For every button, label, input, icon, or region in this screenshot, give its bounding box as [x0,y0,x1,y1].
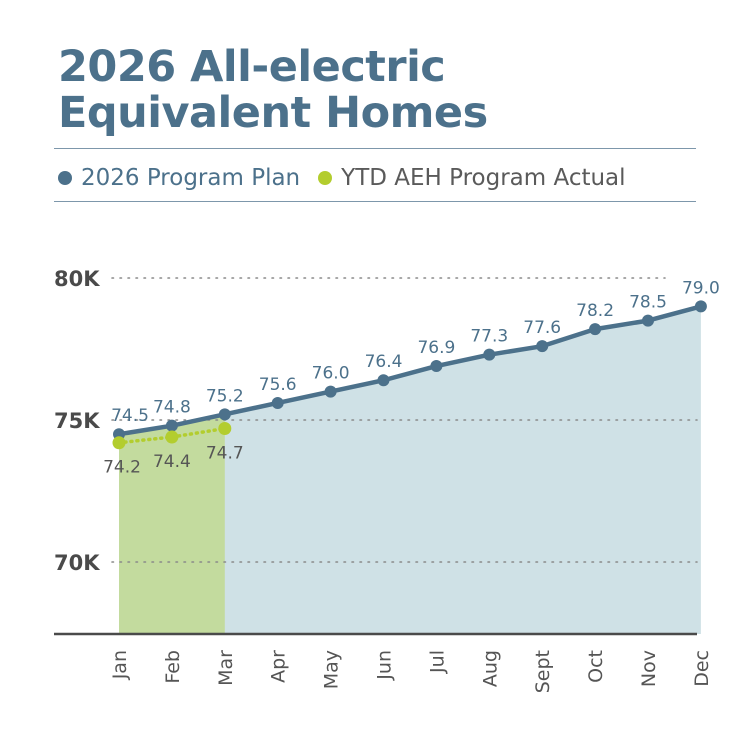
plan-point-dec [694,300,707,313]
legend-item-actual: YTD AEH Program Actual [318,165,626,191]
legend-top-rule [54,148,696,149]
plan-point-aug [483,348,496,361]
plan-point-mar [218,408,231,421]
plan-line [118,304,702,437]
plan-point-oct [589,323,602,336]
plan-label-mar: 75.2 [206,386,244,406]
plan-point-sept [536,340,549,353]
plan-point-jun [377,374,390,387]
plan-label-may: 76.0 [312,364,350,384]
actual-area [119,414,225,634]
plan-point-jul [430,360,443,373]
actual-label-feb: 74.4 [153,452,191,472]
actual-point-mar [218,422,232,436]
plan-label-oct: 78.2 [576,301,614,321]
legend-plan-label: 2026 Program Plan [81,165,301,191]
chart-title: 2026 All-electric Equivalent Homes [58,44,488,136]
x-tick-label-nov: Nov [638,650,660,687]
actual-point-jan [112,436,126,450]
x-tick-label-feb: Feb [162,650,184,684]
plan-point-may [324,385,337,398]
x-tick-label-oct: Oct [585,650,607,683]
actual-point-feb [165,430,179,444]
plan-label-nov: 78.5 [629,293,667,313]
plan-label-jul: 76.9 [417,338,455,358]
x-tick-label-may: May [321,650,343,689]
y-tick-label-70k: 70K [54,551,100,575]
x-tick-label-jul: Jul [426,650,448,674]
y-tick-label-75k: 75K [54,409,100,433]
title-line-1: 2026 All-electric [58,42,446,92]
plan-point-nov [642,314,654,327]
title-line-2: Equivalent Homes [58,88,488,138]
x-tick-label-dec: Dec [691,650,713,687]
plan-label-sept: 77.6 [523,318,561,338]
x-tick-label-aug: Aug [479,650,501,687]
actual-label-jan: 74.2 [103,458,141,478]
legend-actual-marker [318,171,333,185]
legend: 2026 Program Plan YTD AEH Program Actual [58,160,644,196]
plan-label-jan: 74.5 [111,406,149,426]
plan-point-apr [271,396,284,409]
y-tick-label-80k: 80K [54,267,100,291]
plan-label-apr: 75.6 [259,375,297,395]
x-tick-label-mar: Mar [215,650,237,686]
plan-label-feb: 74.8 [153,398,191,418]
actual-label-mar: 74.7 [206,444,244,464]
plan-area [119,306,701,634]
x-tick-label-jan: Jan [109,650,131,680]
legend-bottom-rule [54,201,696,202]
x-tick-label-apr: Apr [268,650,290,683]
plan-label-aug: 77.3 [470,327,508,347]
plan-point-feb [165,419,178,432]
plan-label-jun: 76.4 [365,352,403,372]
legend-item-plan: 2026 Program Plan [58,165,300,191]
legend-plan-marker [58,171,72,185]
plan-label-dec: 79.0 [682,278,720,298]
legend-actual-label: YTD AEH Program Actual [341,165,626,191]
x-tick-label-sept: Sept [532,650,554,693]
x-tick-label-jun: Jun [374,650,396,681]
